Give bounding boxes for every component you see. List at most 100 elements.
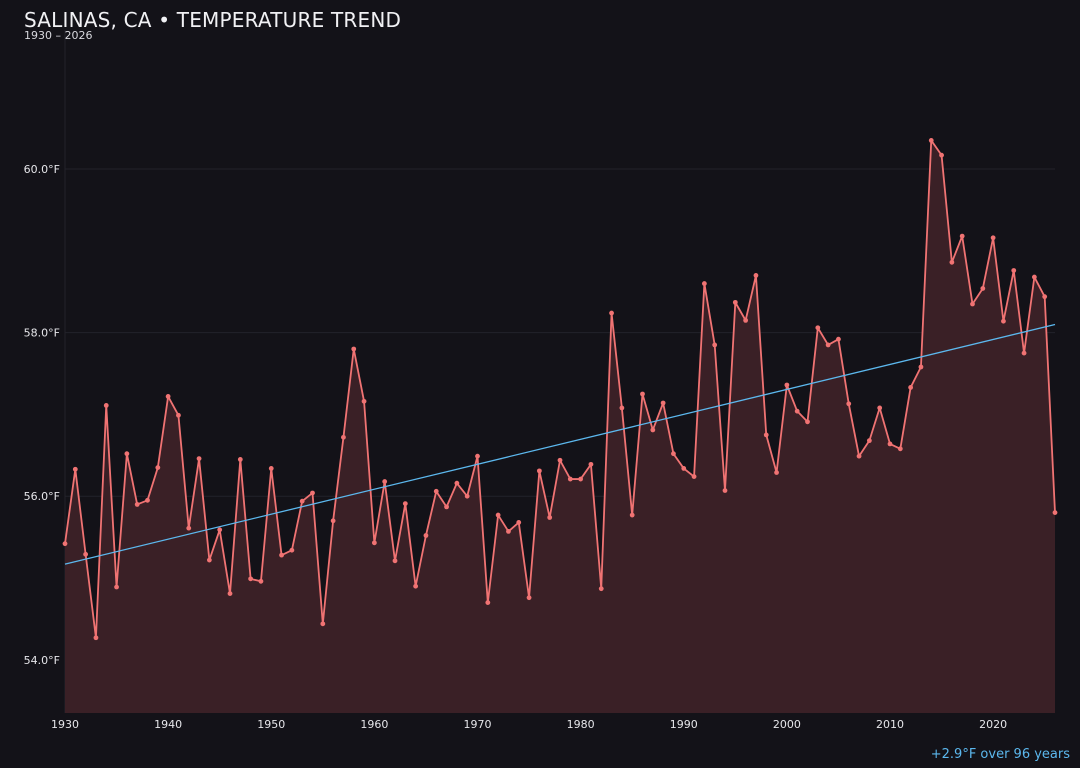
data-point	[176, 412, 181, 418]
data-point	[371, 540, 377, 546]
data-point	[330, 518, 336, 524]
y-tick-label: 58.0°F	[24, 327, 60, 340]
data-point	[279, 552, 284, 558]
x-tick-label: 1980	[567, 718, 595, 731]
x-tick-label: 1930	[51, 718, 79, 731]
data-point	[970, 301, 975, 307]
data-point	[836, 336, 841, 342]
chart-subtitle: 1930 – 2026	[24, 29, 93, 42]
data-point	[124, 451, 130, 457]
data-point	[516, 520, 522, 525]
x-tick-label: 1970	[464, 718, 492, 731]
x-tick-label: 1990	[670, 718, 698, 731]
data-point	[1042, 294, 1048, 300]
data-point	[217, 527, 223, 533]
data-point	[1021, 350, 1027, 356]
data-point	[547, 515, 553, 520]
data-point	[712, 342, 718, 348]
data-point	[825, 342, 831, 348]
data-point	[650, 427, 656, 433]
data-point	[506, 529, 511, 534]
trend-summary: +2.9°F over 96 years	[930, 747, 1070, 762]
data-point	[743, 317, 749, 323]
data-point	[846, 401, 852, 407]
y-tick-label: 56.0°F	[24, 490, 60, 503]
data-point	[433, 488, 439, 494]
data-point	[361, 398, 367, 404]
data-point	[114, 584, 119, 590]
data-point	[72, 466, 78, 472]
chart-title: SALINAS, CA • TEMPERATURE TREND	[24, 8, 402, 32]
data-point	[928, 138, 934, 143]
data-point	[134, 502, 140, 507]
data-point	[310, 490, 315, 496]
data-point	[949, 259, 955, 265]
data-point	[227, 591, 233, 596]
y-tick-label: 60.0°F	[24, 163, 60, 176]
data-point	[402, 501, 408, 507]
x-tick-label: 2000	[773, 718, 801, 731]
data-point	[567, 476, 573, 482]
data-point	[753, 272, 759, 278]
data-point	[609, 310, 614, 316]
data-point	[732, 299, 738, 305]
data-point	[454, 480, 460, 486]
data-point	[341, 434, 346, 440]
data-point	[268, 466, 274, 471]
x-tick-label: 1950	[257, 718, 285, 731]
data-point	[701, 281, 707, 286]
data-point	[145, 497, 150, 503]
data-point	[248, 576, 254, 582]
data-point	[155, 465, 161, 471]
data-point	[897, 446, 903, 452]
data-point	[557, 457, 563, 463]
data-point	[1001, 318, 1006, 324]
data-point	[206, 557, 212, 563]
data-point	[918, 364, 924, 370]
data-point	[485, 600, 491, 605]
data-point	[805, 419, 810, 425]
data-point	[299, 498, 305, 504]
data-point	[475, 453, 480, 459]
data-point	[763, 432, 769, 438]
data-point	[83, 551, 89, 557]
data-point	[774, 470, 779, 475]
data-point	[392, 558, 398, 564]
data-point	[681, 466, 687, 471]
data-point	[103, 403, 109, 408]
data-point	[588, 461, 594, 467]
data-point	[671, 451, 676, 457]
data-point	[877, 405, 883, 411]
data-point	[495, 512, 501, 518]
data-point	[382, 479, 388, 484]
data-point	[165, 394, 171, 399]
data-point	[526, 595, 532, 601]
data-point	[258, 578, 264, 584]
data-point	[722, 488, 728, 493]
data-point	[351, 346, 357, 352]
data-point	[939, 152, 944, 158]
data-point	[866, 438, 872, 444]
x-tick-label: 2020	[979, 718, 1007, 731]
data-point	[62, 541, 68, 547]
data-point	[423, 533, 429, 538]
data-point	[93, 635, 99, 641]
data-point	[640, 391, 645, 397]
trend-line	[64, 323, 1056, 565]
data-point	[980, 286, 986, 291]
data-point	[237, 457, 243, 462]
x-tick-label: 1940	[154, 718, 182, 731]
data-point	[959, 233, 965, 239]
y-tick-label: 54.0°F	[24, 654, 60, 667]
data-point	[908, 385, 914, 390]
data-point	[660, 400, 666, 406]
data-point	[598, 586, 604, 592]
data-point	[464, 493, 470, 499]
data-point	[794, 408, 800, 414]
data-point	[320, 621, 326, 627]
data-point	[1031, 274, 1037, 280]
data-point	[413, 583, 419, 589]
data-point	[578, 476, 584, 482]
data-point	[990, 235, 996, 241]
